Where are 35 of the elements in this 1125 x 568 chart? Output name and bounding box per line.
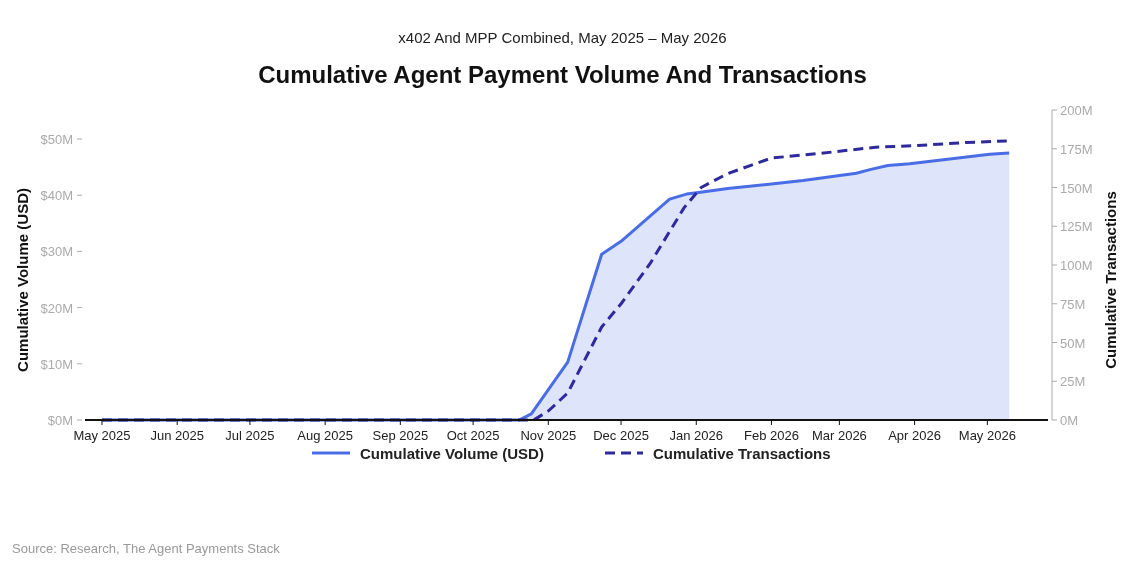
x-tick-label: Feb 2026 (744, 428, 799, 443)
y-tick-label: $40M (40, 188, 73, 204)
y-tick-label: $20M (40, 300, 73, 316)
y2-tick-label: 25M (1060, 374, 1086, 390)
y2-tick-label: 150M (1060, 180, 1093, 196)
x-tick-label: Nov 2025 (520, 428, 577, 443)
x-tick-label: Apr 2026 (888, 428, 941, 443)
x-tick-label: Jul 2025 (225, 428, 275, 443)
y2-tick-label: 200M (1060, 103, 1093, 118)
y-tick-label: $50M (40, 132, 73, 147)
y-axis-title: Cumulative Volume (USD) (14, 188, 31, 372)
y-tick-label: $0M (47, 413, 73, 428)
y-tick-label: $10M (40, 356, 73, 372)
source-note: Source: Research, The Agent Payments Stack (12, 541, 281, 556)
x-tick-label: May 2025 (73, 428, 131, 443)
x-tick-label: May 2026 (958, 428, 1016, 443)
x-tick-label: Jan 2026 (669, 428, 724, 443)
y2-tick-label: 175M (1060, 141, 1093, 157)
x-tick-label: Oct 2025 (446, 428, 500, 443)
y2-tick-label: 125M (1060, 219, 1093, 235)
y2-tick-label: 50M (1060, 335, 1086, 351)
x-tick-label: Mar 2026 (811, 428, 867, 443)
x-tick-label: Aug 2025 (297, 428, 353, 443)
x-tick-label: Dec 2025 (593, 428, 649, 443)
legend-label: Cumulative Volume (USD) (360, 445, 544, 462)
y2-tick-label: 100M (1060, 258, 1093, 273)
legend-label: Cumulative Transactions (653, 445, 831, 462)
y-tick-label: $30M (40, 244, 73, 260)
y2-tick-label: 0M (1060, 413, 1079, 428)
chart-title: Cumulative Agent Payment Volume And Transactions (258, 61, 867, 88)
chart-subtitle: x402 And MPP Combined, May 2025 – May 2026 (398, 29, 727, 46)
x-tick-label: Jun 2025 (150, 428, 204, 443)
y2-tick-label: 75M (1060, 296, 1086, 312)
x-tick-label: Sep 2025 (372, 428, 429, 443)
y2-axis-title: Cumulative Transactions (1102, 191, 1119, 369)
